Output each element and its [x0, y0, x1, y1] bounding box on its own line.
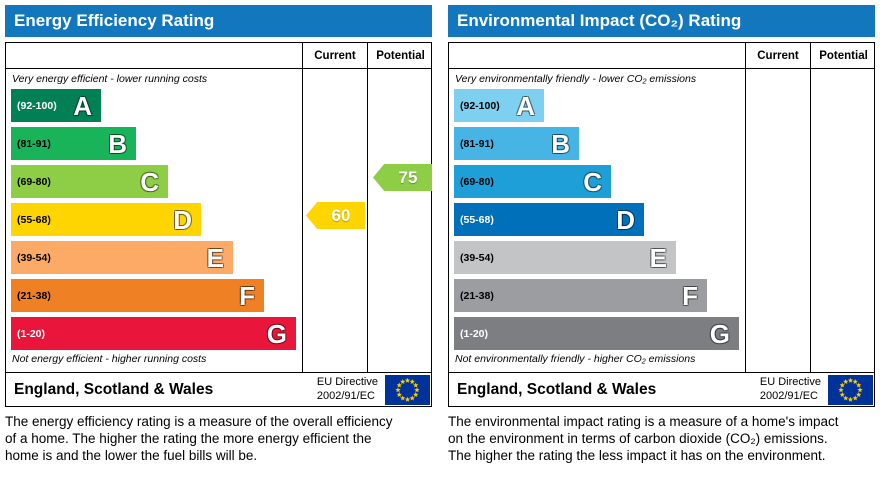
- band-range: (21-38): [17, 289, 51, 302]
- band-letter: D: [173, 204, 192, 235]
- band-range: (21-38): [460, 289, 494, 302]
- top-note: Very environmentally friendly - lower CO…: [455, 73, 697, 85]
- band-range: (55-68): [460, 213, 494, 226]
- potential-rating-arrow: 75: [373, 164, 432, 191]
- band-e: (39-54) E: [454, 241, 676, 274]
- eu-directive-line1: EU Directive: [759, 376, 821, 389]
- footer-bar: England, Scotland & Wales EU Directive 2…: [448, 373, 875, 407]
- band-letter: C: [140, 166, 159, 197]
- energy-panel-title: Energy Efficiency Rating: [5, 5, 432, 37]
- band-range: (69-80): [460, 175, 494, 188]
- band-letter: C: [583, 166, 602, 197]
- eu-flag-icon: [385, 374, 430, 405]
- potential-rating-value: 75: [398, 167, 418, 187]
- band-range: (92-100): [17, 99, 57, 112]
- footer-bar: England, Scotland & Wales EU Directive 2…: [5, 373, 432, 407]
- column-divider: [745, 43, 746, 372]
- band-a: (92-100) A: [454, 89, 544, 122]
- energy-rating-chart: Current Potential Very energy efficient …: [5, 42, 432, 373]
- eu-directive-line1: EU Directive: [316, 376, 378, 389]
- column-divider: [810, 43, 811, 372]
- band-range: (55-68): [17, 213, 51, 226]
- band-d: (55-68) D: [454, 203, 644, 236]
- bottom-note: Not environmentally friendly - higher CO…: [455, 353, 696, 365]
- environmental-impact-panel: Environmental Impact (CO₂) Rating Curren…: [448, 5, 875, 464]
- band-range: (69-80): [17, 175, 51, 188]
- band-letter: A: [73, 90, 92, 121]
- band-range: (1-20): [460, 327, 489, 340]
- band-range: (81-91): [17, 137, 51, 150]
- band-letter: B: [551, 128, 570, 159]
- band-g: (1-20) G: [454, 317, 739, 350]
- band-letter: F: [682, 280, 698, 311]
- current-rating-arrow: 60: [306, 202, 365, 229]
- column-header-row: [449, 43, 874, 69]
- band-range: (39-54): [17, 251, 51, 264]
- eu-directive-label: EU Directive 2002/91/EC: [317, 376, 378, 402]
- top-note: Very energy efficient - lower running co…: [12, 73, 208, 85]
- band-letter: E: [649, 242, 667, 273]
- band-e: (39-54) E: [11, 241, 233, 274]
- band-c: (69-80) C: [11, 165, 168, 198]
- band-g: (1-20) G: [11, 317, 296, 350]
- band-letter: G: [709, 318, 730, 349]
- environmental-panel-description: The environmental impact rating is a mea…: [448, 414, 839, 463]
- band-letter: E: [206, 242, 224, 273]
- band-letter: D: [616, 204, 635, 235]
- environmental-panel-title: Environmental Impact (CO₂) Rating: [448, 5, 875, 37]
- band-letter: B: [108, 128, 127, 159]
- band-letter: A: [516, 90, 535, 121]
- rating-bands: (92-100) A (81-91) B (69-80) C (55-68) D…: [11, 89, 296, 355]
- rating-bands: (92-100) A (81-91) B (69-80) C (55-68) D…: [454, 89, 739, 355]
- column-divider: [367, 43, 368, 372]
- band-a: (92-100) A: [11, 89, 101, 122]
- column-header-row: [6, 43, 431, 69]
- potential-column-header: Potential: [376, 50, 425, 62]
- potential-column-header: Potential: [819, 50, 868, 62]
- band-range: (39-54): [460, 251, 494, 264]
- column-divider: [302, 43, 303, 372]
- band-b: (81-91) B: [11, 127, 136, 160]
- band-c: (69-80) C: [454, 165, 611, 198]
- eu-directive-line2: 2002/91/EC: [759, 389, 818, 402]
- band-letter: G: [266, 318, 287, 349]
- band-range: (81-91): [460, 137, 494, 150]
- band-d: (55-68) D: [11, 203, 201, 236]
- current-column-header: Current: [757, 50, 799, 62]
- region-label: England, Scotland & Wales: [14, 380, 214, 398]
- eu-flag-icon: [828, 374, 873, 405]
- band-range: (1-20): [17, 327, 46, 340]
- band-f: (21-38) F: [454, 279, 707, 312]
- band-letter: F: [239, 280, 255, 311]
- energy-efficiency-panel: Energy Efficiency Rating Current Potenti…: [5, 5, 432, 464]
- band-f: (21-38) F: [11, 279, 264, 312]
- region-label: England, Scotland & Wales: [457, 380, 657, 398]
- energy-panel-description: The energy efficiency rating is a measur…: [5, 414, 393, 463]
- environmental-rating-chart: Current Potential Very environmentally f…: [448, 42, 875, 373]
- eu-directive-label: EU Directive 2002/91/EC: [760, 376, 821, 402]
- current-column-header: Current: [314, 50, 356, 62]
- band-b: (81-91) B: [454, 127, 579, 160]
- eu-directive-line2: 2002/91/EC: [316, 389, 375, 402]
- current-rating-value: 60: [331, 205, 351, 225]
- bottom-note: Not energy efficient - higher running co…: [12, 353, 207, 365]
- band-range: (92-100): [460, 99, 500, 112]
